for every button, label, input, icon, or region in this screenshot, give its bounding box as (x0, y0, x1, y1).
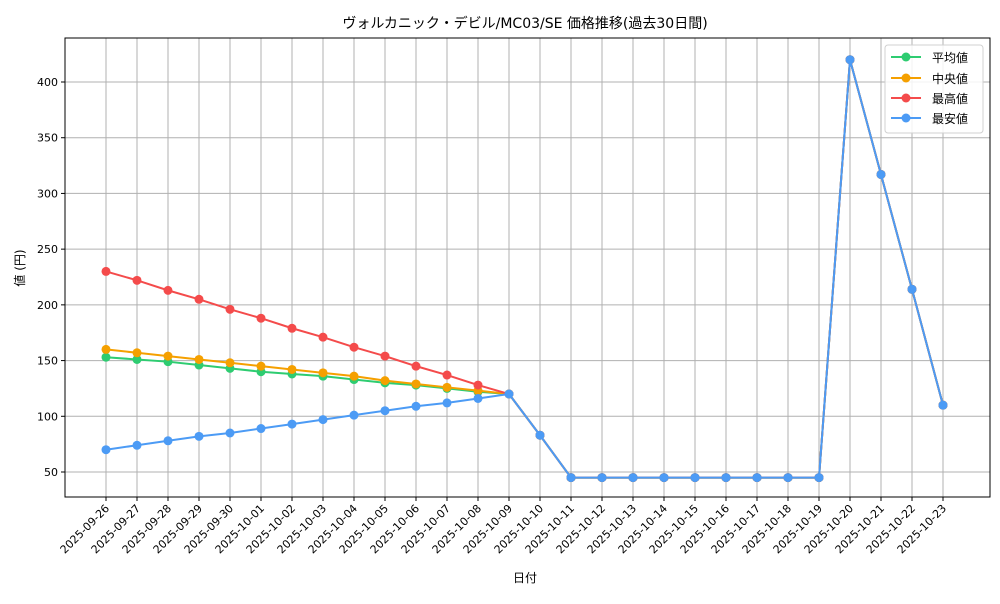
legend-marker-swatch (901, 93, 911, 103)
data-point (504, 389, 514, 399)
data-point (225, 358, 235, 368)
data-point (876, 169, 886, 179)
data-point (411, 361, 421, 371)
data-point (225, 304, 235, 314)
data-point (256, 361, 266, 371)
legend-label-max: 最高値 (932, 91, 968, 106)
data-point (349, 342, 359, 352)
legend-label-average: 平均値 (932, 50, 968, 65)
data-point (690, 473, 700, 483)
data-point (473, 393, 483, 403)
legend-label-median: 中央値 (932, 71, 968, 86)
legend-item-median: 中央値 (891, 71, 968, 86)
data-point (721, 473, 731, 483)
data-point (287, 323, 297, 333)
legend-item-average: 平均値 (891, 50, 968, 65)
data-point (566, 473, 576, 483)
y-tick-label: 350 (37, 132, 58, 145)
data-point (380, 351, 390, 361)
y-tick-label: 400 (37, 76, 58, 89)
legend-item-max: 最高値 (891, 91, 968, 106)
data-point (473, 380, 483, 390)
data-point (907, 284, 917, 294)
y-tick-label: 50 (44, 466, 58, 479)
data-point (783, 473, 793, 483)
data-point (101, 352, 111, 362)
y-tick-label: 200 (37, 299, 58, 312)
data-point (132, 348, 142, 358)
legend-box (884, 44, 984, 134)
data-point (442, 398, 452, 408)
data-point (442, 382, 452, 392)
data-point (535, 430, 545, 440)
data-point (163, 351, 173, 361)
data-point (597, 473, 607, 483)
series-average (101, 55, 948, 483)
data-point (318, 332, 328, 342)
y-tick-label: 300 (37, 187, 58, 200)
y-axis-label: 値 (円) (12, 249, 27, 286)
data-series (101, 55, 948, 483)
data-point (132, 275, 142, 285)
plot-frame (64, 37, 991, 498)
data-point (163, 285, 173, 295)
data-point (349, 410, 359, 420)
y-tick-label: 100 (37, 410, 58, 423)
data-point (752, 473, 762, 483)
series-max (101, 55, 948, 483)
legend-marker-swatch (901, 52, 911, 62)
series-line (105, 59, 944, 479)
data-point (163, 436, 173, 446)
legend-marker-swatch (901, 113, 911, 123)
data-point (845, 55, 855, 65)
data-point (659, 473, 669, 483)
y-tick-label: 250 (37, 243, 58, 256)
grid-lines (65, 38, 990, 497)
data-point (287, 364, 297, 374)
data-point (132, 354, 142, 364)
data-point (101, 344, 111, 354)
data-point (318, 415, 328, 425)
data-point (318, 368, 328, 378)
y-axis: 50 100 150 200 250 300 350 400 (37, 76, 65, 479)
series-min (101, 55, 948, 483)
data-point (132, 440, 142, 450)
data-point (194, 354, 204, 364)
data-point (101, 445, 111, 455)
data-point (349, 371, 359, 381)
series-median (101, 55, 948, 483)
data-point (194, 431, 204, 441)
data-point (938, 400, 948, 410)
data-point (380, 406, 390, 416)
data-point (411, 401, 421, 411)
data-point (814, 473, 824, 483)
legend-label-min: 最安値 (932, 111, 968, 126)
x-axis: 2025-09-262025-09-272025-09-282025-09-29… (58, 497, 949, 556)
data-point (225, 428, 235, 438)
data-point (101, 266, 111, 276)
data-point (194, 294, 204, 304)
data-point (256, 424, 266, 434)
data-point (287, 419, 297, 429)
x-axis-label: 日付 (513, 571, 537, 585)
data-point (380, 376, 390, 386)
data-point (256, 313, 266, 323)
chart-title: ヴォルカニック・デビル/MC03/SE 価格推移(過去30日間) (342, 15, 707, 32)
data-point (442, 370, 452, 380)
y-tick-label: 150 (37, 355, 58, 368)
data-point (411, 379, 421, 389)
legend-item-min: 最安値 (891, 111, 968, 126)
legend-marker-swatch (901, 73, 911, 83)
legend: 平均値 中央値 最高値 最安値 (884, 44, 984, 134)
data-point (628, 473, 638, 483)
